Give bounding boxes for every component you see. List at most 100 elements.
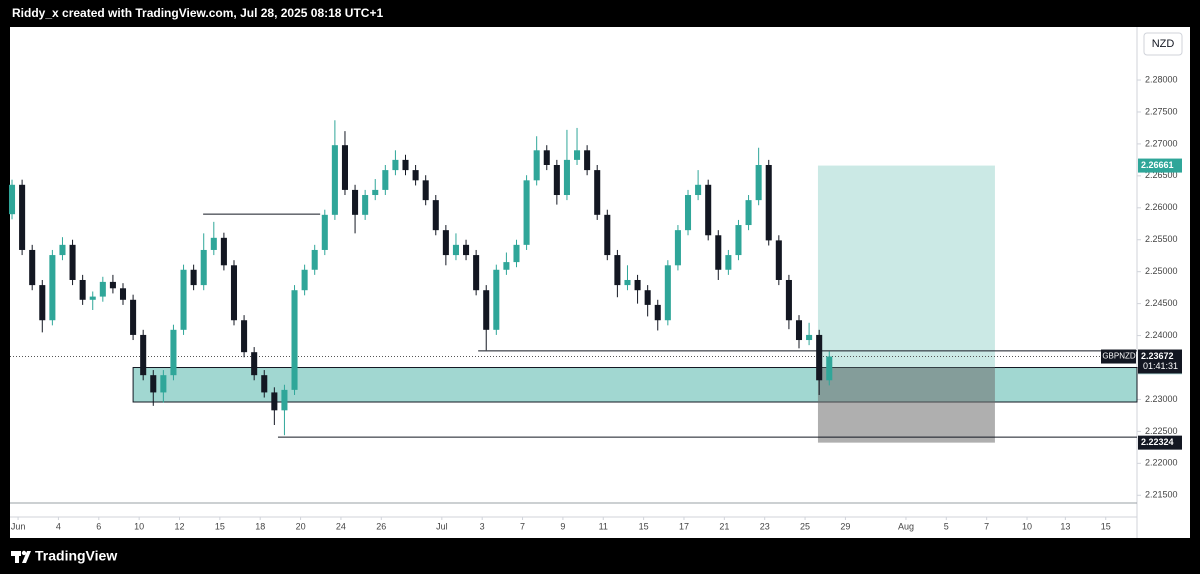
- target-label-box: [1138, 158, 1182, 173]
- candle-body: [39, 285, 46, 321]
- candle-body: [311, 249, 318, 270]
- candle-body: [806, 334, 813, 341]
- candle-body: [220, 237, 227, 266]
- x-tick-label: Jun: [11, 521, 26, 531]
- candle-body: [79, 279, 86, 300]
- y-tick-label: 2.26000: [1145, 202, 1178, 212]
- candle-body: [755, 164, 762, 201]
- candle-body: [523, 180, 530, 245]
- stop-label-box: [1138, 435, 1182, 450]
- x-tick-label: Aug: [898, 521, 914, 531]
- x-tick-label: 5: [944, 521, 949, 531]
- candle-body: [493, 269, 500, 330]
- candle-body: [392, 159, 399, 171]
- candle-body: [140, 334, 147, 376]
- y-tick-label: 2.24000: [1145, 330, 1178, 340]
- x-tick-label: 7: [984, 521, 989, 531]
- candle-body: [463, 244, 470, 256]
- x-tick-label: 18: [255, 521, 265, 531]
- candle-body: [634, 279, 641, 291]
- candle-body: [281, 389, 288, 411]
- candle-body: [533, 150, 540, 181]
- candle-body: [604, 214, 611, 256]
- x-tick-label: 11: [599, 521, 608, 531]
- y-tick-label: 2.27000: [1145, 138, 1178, 148]
- currency: NZD: [1152, 38, 1175, 50]
- candle-body: [251, 352, 258, 376]
- candle-body: [725, 255, 732, 270]
- candle-body: [614, 255, 621, 286]
- candle-body: [473, 255, 480, 291]
- y-tick-label: 2.23000: [1145, 394, 1178, 404]
- x-tick-label: 26: [376, 521, 386, 531]
- candle-body: [382, 170, 389, 190]
- y-tick-label: 2.25000: [1145, 266, 1178, 276]
- candle-body: [69, 244, 76, 280]
- candle-body: [826, 356, 833, 381]
- candle-body: [230, 265, 238, 321]
- target-area: [817, 165, 995, 368]
- y-tick-label: 2.27500: [1145, 106, 1178, 116]
- candle-body: [684, 195, 692, 231]
- candle-body: [432, 200, 439, 231]
- candle-body: [735, 225, 742, 256]
- candle-body: [372, 189, 379, 196]
- candle-body: [705, 184, 712, 236]
- candle-body: [442, 230, 449, 256]
- logo-part: [22, 551, 31, 563]
- x-tick-label: 24: [336, 521, 346, 531]
- logo-part: [11, 551, 21, 556]
- countdown: 01:41:31: [1143, 361, 1178, 371]
- candle-body: [200, 249, 207, 286]
- x-tick-label: 7: [520, 521, 525, 531]
- candle-body: [422, 180, 429, 201]
- candle-body: [452, 244, 459, 256]
- symbol-box: [1101, 349, 1136, 364]
- x-tick-label: 23: [760, 521, 770, 531]
- candle-body: [271, 392, 278, 411]
- candle-body: [150, 375, 157, 393]
- x-tick-label: 21: [719, 521, 729, 531]
- x-tick-label: 17: [679, 521, 689, 531]
- logo-part: [21, 550, 27, 556]
- candle-body: [331, 145, 338, 215]
- candle-body: [695, 184, 702, 196]
- candle-body: [160, 375, 167, 393]
- candle-body: [261, 375, 268, 393]
- candle-body: [674, 230, 681, 266]
- x-tick-label: 20: [296, 521, 306, 531]
- symbol-label: GBPNZD: [1102, 352, 1136, 361]
- candle-body: [180, 269, 187, 330]
- candle-body: [483, 290, 490, 330]
- candle-body: [402, 159, 409, 171]
- candle-body: [29, 249, 36, 286]
- candle-body: [109, 281, 116, 289]
- last-price-label: 2.23672: [1141, 351, 1174, 361]
- header-text: Riddy_x created with TradingView.com, Ju…: [12, 6, 383, 20]
- candle-body: [594, 170, 601, 215]
- candle-body: [795, 320, 803, 341]
- candle-body: [341, 145, 348, 190]
- candle-body: [170, 329, 177, 376]
- currency-box[interactable]: [1143, 32, 1183, 56]
- candle-body: [89, 296, 96, 300]
- y-tick-label: 2.22500: [1145, 426, 1178, 436]
- candle-body: [624, 279, 631, 286]
- candle-body: [563, 159, 570, 196]
- stop-area: [817, 367, 995, 443]
- x-tick-label: 12: [174, 521, 184, 531]
- x-tick-label: 13: [1060, 521, 1070, 531]
- y-tick-label: 2.22000: [1145, 458, 1178, 468]
- last-price-box: [1138, 349, 1182, 374]
- y-tick-label: 2.26500: [1145, 170, 1178, 180]
- candle-body: [352, 189, 359, 215]
- y-tick-label: 2.24500: [1145, 298, 1178, 308]
- candle-body: [816, 334, 823, 381]
- candle-body: [574, 150, 581, 160]
- x-tick-label: Jul: [436, 521, 448, 531]
- candle-body: [190, 269, 197, 286]
- logo: [11, 550, 31, 563]
- candle-body: [301, 269, 308, 291]
